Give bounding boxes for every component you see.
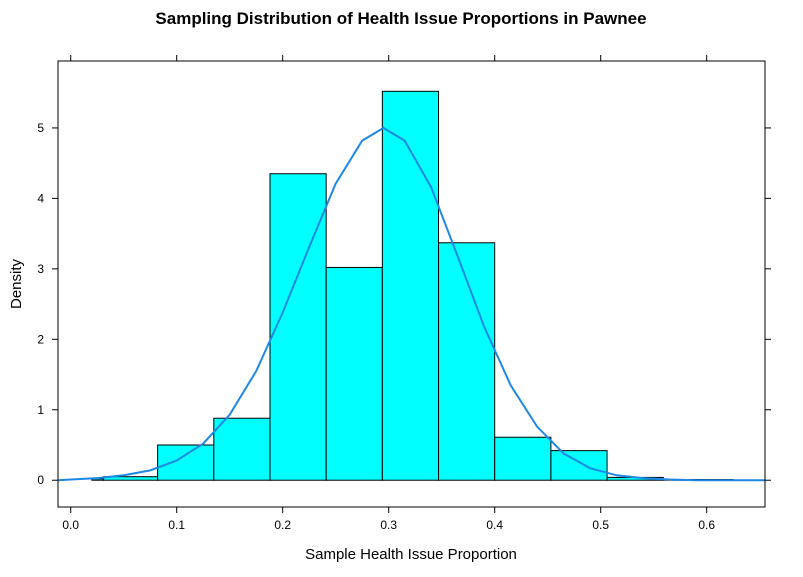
x-tick-label: 0.1 bbox=[168, 518, 185, 532]
x-tick-label: 0.3 bbox=[380, 518, 397, 532]
y-tick-label: 4 bbox=[37, 191, 44, 205]
axis-ticks: 0.0 0.1 0.2 0.3 0.4 0.5 0.6 0 1 2 3 4 5 bbox=[37, 55, 771, 532]
x-tick-label: 0.0 bbox=[62, 518, 79, 532]
x-tick-label: 0.2 bbox=[274, 518, 291, 532]
y-tick-label: 1 bbox=[37, 403, 44, 417]
y-tick-label: 2 bbox=[37, 332, 44, 346]
histogram-bar bbox=[325, 266, 383, 481]
x-axis-label: Sample Health Issue Proportion bbox=[305, 546, 517, 563]
density-curve bbox=[57, 126, 765, 482]
y-tick-label: 0 bbox=[37, 473, 44, 487]
histogram-bar bbox=[269, 173, 327, 481]
x-tick-label: 0.6 bbox=[698, 518, 715, 532]
histogram-bars bbox=[91, 90, 734, 481]
histogram-bar bbox=[494, 436, 552, 481]
y-axis-label: Density bbox=[8, 258, 25, 309]
x-tick-label: 0.5 bbox=[592, 518, 609, 532]
histogram-bar bbox=[381, 90, 440, 481]
plot-frame bbox=[57, 60, 766, 508]
histogram-bar bbox=[213, 417, 271, 481]
chart-title: Sampling Distribution of Health Issue Pr… bbox=[155, 9, 646, 28]
y-tick-label: 5 bbox=[37, 121, 44, 135]
x-tick-label: 0.4 bbox=[486, 518, 503, 532]
histogram-bar bbox=[550, 450, 608, 481]
histogram-bar bbox=[157, 444, 215, 481]
y-tick-label: 3 bbox=[37, 262, 44, 276]
